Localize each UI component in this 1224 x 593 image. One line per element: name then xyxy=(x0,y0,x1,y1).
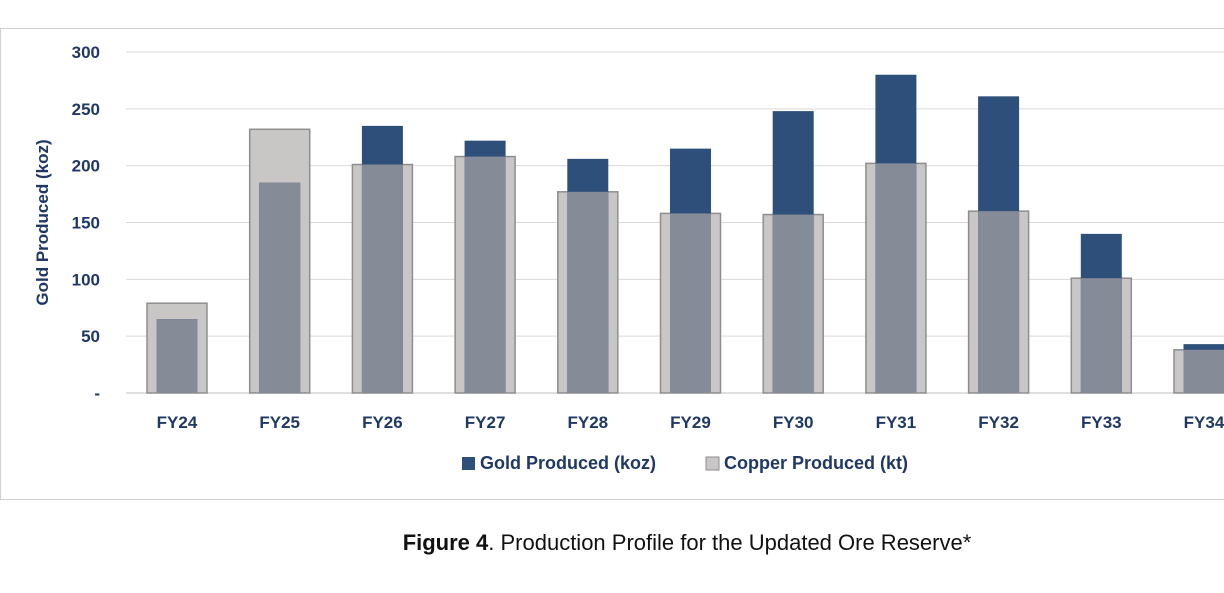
y-tick-label: 100 xyxy=(72,270,100,289)
overlap-bar xyxy=(1183,349,1224,393)
y-axis-title: Gold Produced (koz) xyxy=(33,139,52,305)
overlap-bar xyxy=(464,156,506,393)
overlap-bar xyxy=(978,211,1020,393)
legend-label-copper: Copper Produced (kt) xyxy=(724,453,908,473)
overlap-bar xyxy=(156,319,198,393)
x-tick-label: FY32 xyxy=(978,413,1019,432)
overlap-bar xyxy=(259,182,301,393)
x-tick-label: FY24 xyxy=(157,413,198,432)
x-tick-label: FY26 xyxy=(362,413,403,432)
figure-caption: Figure 4. Production Profile for the Upd… xyxy=(0,530,1224,556)
legend-swatch-copper xyxy=(705,456,720,471)
overlap-bar xyxy=(670,213,711,393)
x-tick-label: FY31 xyxy=(876,413,917,432)
overlap-bar xyxy=(567,191,609,393)
y-tick-label: 200 xyxy=(72,157,100,176)
legend-label-gold: Gold Produced (koz) xyxy=(480,453,656,473)
x-tick-label: FY29 xyxy=(670,413,711,432)
x-tick-label: FY33 xyxy=(1081,413,1122,432)
x-tick-label: FY30 xyxy=(773,413,814,432)
production-chart: - 50 100 150 200 250 300 Gold Produced (koz) FY2… xyxy=(33,43,1224,473)
chart-frame: - 50 100 150 200 250 300 Gold Produced (koz) FY2… xyxy=(0,28,1224,500)
overlap-bar xyxy=(875,163,917,393)
legend-swatch-gold xyxy=(462,457,475,470)
y-tick-label: 150 xyxy=(72,214,100,233)
y-tick-label: 250 xyxy=(72,100,100,119)
overlap-bar xyxy=(772,214,814,393)
x-tick-label: FY27 xyxy=(465,413,506,432)
overlap-bar xyxy=(361,164,403,393)
x-tick-label: FY34 xyxy=(1184,413,1224,432)
overlap-bar xyxy=(1080,278,1122,393)
y-tick-label: 300 xyxy=(72,43,100,62)
x-tick-label: FY25 xyxy=(259,413,300,432)
caption-text: . Production Profile for the Updated Ore… xyxy=(488,530,972,555)
caption-bold: Figure 4 xyxy=(402,530,489,555)
y-tick-label: - xyxy=(94,384,100,403)
y-tick-label: 50 xyxy=(81,327,100,346)
x-tick-label: FY28 xyxy=(567,413,608,432)
